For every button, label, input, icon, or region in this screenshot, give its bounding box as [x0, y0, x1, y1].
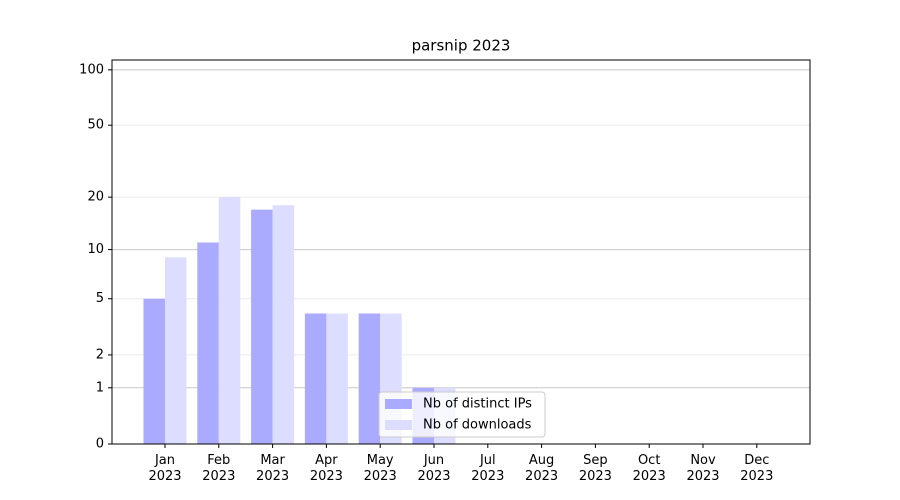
plot-frame — [111, 59, 811, 445]
x-tick-label: Mar 2023 — [256, 453, 290, 484]
y-tick-label: 50 — [87, 118, 104, 133]
legend-box — [378, 391, 546, 438]
x-tick-label: May 2023 — [363, 453, 397, 484]
y-tick-label: 20 — [87, 190, 104, 205]
x-tick-label: Jun 2023 — [417, 453, 451, 484]
y-tick-label: 10 — [87, 242, 104, 257]
bar — [251, 209, 273, 444]
x-tick-label: Oct 2023 — [632, 453, 666, 484]
bar — [197, 242, 219, 444]
y-tick-label: 1 — [96, 380, 104, 395]
x-tick-label: Sep 2023 — [578, 453, 612, 484]
x-tick-label: Jan 2023 — [148, 453, 182, 484]
legend-label: Nb of downloads — [423, 418, 532, 433]
y-tick-label: 100 — [79, 62, 104, 77]
bar — [165, 257, 187, 444]
x-tick-label: Apr 2023 — [309, 453, 343, 484]
legend-swatch — [385, 420, 412, 430]
bar — [304, 313, 327, 444]
x-tick-label: Nov 2023 — [686, 453, 720, 484]
bar — [272, 205, 295, 444]
y-tick-label: 0 — [96, 437, 104, 452]
bar — [218, 197, 241, 444]
bar — [326, 313, 348, 444]
chart-title: parsnip 2023 — [412, 37, 511, 55]
y-tick-label: 2 — [96, 347, 104, 362]
bar — [143, 298, 165, 444]
y-tick-label: 5 — [96, 291, 104, 306]
x-tick-label: Feb 2023 — [202, 453, 236, 484]
x-tick-label: Dec 2023 — [740, 453, 774, 484]
x-tick-label: Jul 2023 — [471, 453, 505, 484]
bar — [358, 313, 381, 444]
legend-swatch — [385, 399, 412, 409]
x-tick-label: Aug 2023 — [525, 453, 559, 484]
legend-label: Nb of distinct IPs — [423, 397, 532, 412]
